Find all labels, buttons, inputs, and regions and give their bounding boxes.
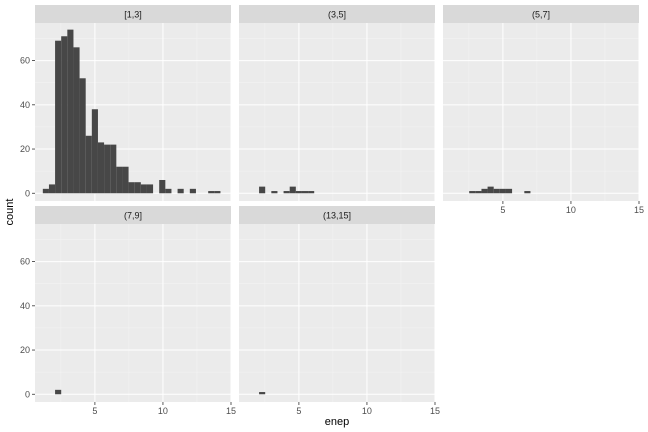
histogram-bar <box>110 144 117 194</box>
x-tick-label: 15 <box>634 205 644 215</box>
y-tick-label: 40 <box>20 100 30 110</box>
facet-panel: (13,15] 5 10 15 <box>239 206 440 416</box>
x-axis-title: enep <box>325 416 349 428</box>
axis-labels: enep count <box>4 199 349 428</box>
panel-background <box>239 224 435 402</box>
panel-background <box>443 23 639 201</box>
x-tick-label: 5 <box>92 406 97 416</box>
histogram-bar <box>289 186 296 194</box>
histogram-bar <box>271 191 278 194</box>
histogram-bar <box>67 29 74 194</box>
histogram-bar <box>301 191 309 194</box>
histogram-bar <box>48 184 56 194</box>
facet-strip-label: (3,5] <box>328 10 346 20</box>
y-tick-label: 0 <box>25 188 30 198</box>
x-tick-label: 15 <box>226 406 236 416</box>
histogram-bar <box>55 40 62 194</box>
histogram-bar <box>91 109 98 194</box>
facet-strip <box>239 206 435 224</box>
histogram-bar <box>85 135 92 194</box>
histogram-bar <box>128 182 135 194</box>
histogram-bar <box>493 188 500 194</box>
histogram-bar <box>104 144 111 194</box>
histogram-bar <box>499 188 506 194</box>
facet-strip <box>239 5 435 23</box>
histogram-bar <box>116 166 123 194</box>
facet-panel: (3,5] <box>239 5 436 201</box>
histogram-bar <box>259 186 266 194</box>
histogram-bar <box>55 389 62 395</box>
histogram-bar <box>524 191 531 194</box>
histogram-bar <box>283 191 290 194</box>
facet-panel: (7,9] 0 20 40 60 5 10 15 <box>20 206 236 416</box>
y-tick-label: 20 <box>20 345 30 355</box>
y-tick-label: 60 <box>20 56 30 66</box>
histogram-bar <box>308 191 315 194</box>
facet-strip <box>35 5 231 23</box>
histogram-bar <box>159 179 166 194</box>
x-tick-label: 5 <box>500 205 505 215</box>
histogram-bar <box>134 182 141 194</box>
histogram-bar <box>259 392 266 395</box>
histogram-bar <box>122 166 129 194</box>
histogram-bar <box>73 47 80 194</box>
histogram-bar <box>177 188 184 194</box>
y-tick-label: 0 <box>25 389 30 399</box>
facet-strip-label: [1,3] <box>124 10 142 20</box>
facet-strip-label: (7,9] <box>124 211 142 221</box>
y-tick-label: 20 <box>20 144 30 154</box>
facet-panel: [1,3] 0 20 40 60 <box>20 5 232 201</box>
y-axis-title: count <box>4 199 16 226</box>
histogram-bar <box>295 191 302 194</box>
facet-strip <box>35 206 231 224</box>
histogram-bar <box>487 186 494 194</box>
facet-strip-label: (5,7] <box>532 10 550 20</box>
histogram-bar <box>42 188 49 194</box>
x-tick-label: 5 <box>296 406 301 416</box>
facet-strip <box>443 5 639 23</box>
histogram-bar <box>146 184 154 194</box>
histogram-bar <box>214 191 221 194</box>
x-tick-label: 15 <box>430 406 440 416</box>
histogram-bar <box>97 142 105 194</box>
panel-background <box>35 224 231 402</box>
y-tick-label: 40 <box>20 301 30 311</box>
y-tick-label: 60 <box>20 257 30 267</box>
histogram-bar <box>61 36 68 194</box>
histogram-bar <box>469 191 476 194</box>
facet-panel: (5,7] 5 10 15 <box>443 5 644 215</box>
histogram-bar <box>189 188 196 194</box>
x-tick-label: 10 <box>158 406 168 416</box>
histogram-bar <box>165 188 172 194</box>
facet-strip-label: (13,15] <box>323 211 351 221</box>
histogram-bar <box>208 191 215 194</box>
histogram-bar <box>140 184 147 194</box>
facet-panels: [1,3] 0 20 40 60 (3,5] (5,7] 5 10 15 (7,9] 0 20 40 60 5… <box>20 5 644 416</box>
histogram-bar <box>505 188 513 194</box>
histogram-bar <box>475 191 482 194</box>
histogram-bar <box>481 188 488 194</box>
x-tick-label: 10 <box>362 406 372 416</box>
panel-background <box>239 23 435 201</box>
x-tick-label: 10 <box>566 205 576 215</box>
histogram-bar <box>79 78 86 194</box>
